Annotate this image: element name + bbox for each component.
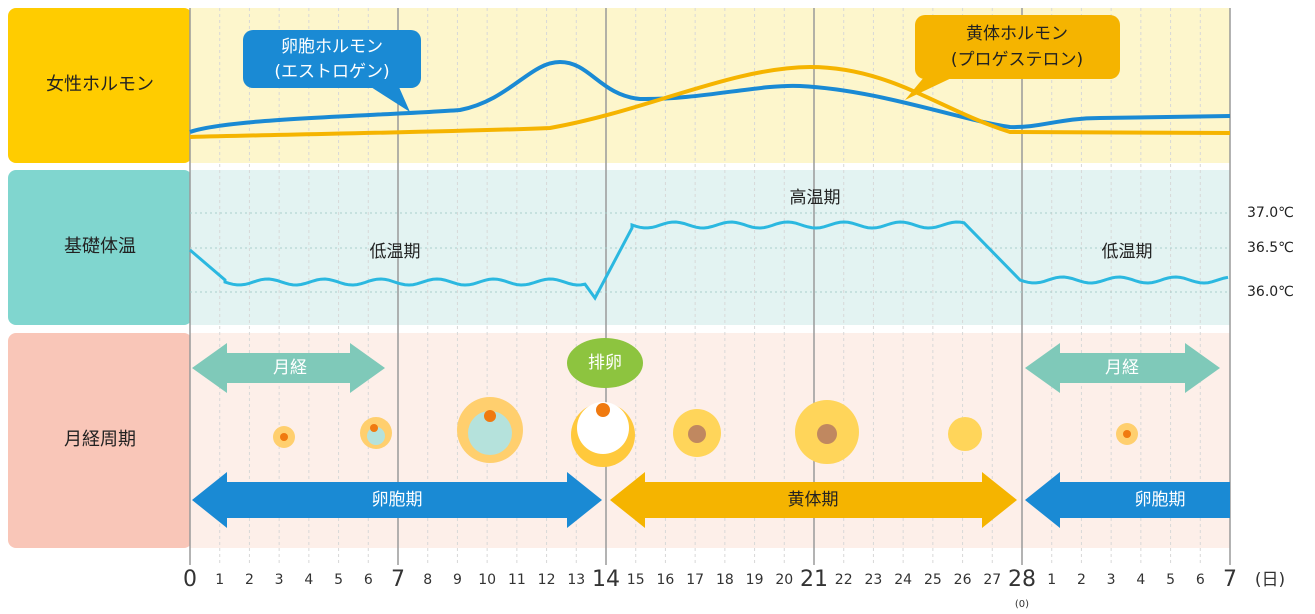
day-label: 6 (364, 572, 373, 588)
phase-label: 低温期 (370, 242, 421, 262)
day-label: 2 (1077, 572, 1086, 588)
ovulation-label: 排卵 (588, 353, 622, 373)
day-label: 7 (1223, 567, 1237, 592)
day-label: 2 (245, 572, 254, 588)
day-label: 15 (627, 572, 645, 588)
phase-label: 高温期 (790, 188, 841, 208)
menstruation-label: 月経 (273, 358, 307, 378)
temperature-tick: 36.0℃ (1247, 284, 1294, 300)
menstruation-label: 月経 (1105, 358, 1139, 378)
day-label: 16 (657, 572, 675, 588)
day-label: 20 (775, 572, 793, 588)
day-label: 26 (954, 572, 972, 588)
day-label: 4 (304, 572, 313, 588)
day-label: 3 (275, 572, 284, 588)
day-label: 1 (215, 572, 224, 588)
day-label: 28 (1008, 567, 1036, 592)
unit-label: (日) (1255, 570, 1285, 590)
row-label: 女性ホルモン (46, 74, 154, 95)
day-label: 24 (894, 572, 912, 588)
day-label: 11 (508, 572, 526, 588)
day-label: 10 (478, 572, 496, 588)
phase-label: 卵胞期 (372, 490, 423, 510)
temperature-tick: 36.5℃ (1247, 240, 1294, 256)
callout-text: (エストロゲン) (274, 62, 389, 82)
day-label: 25 (924, 572, 942, 588)
row-label: 月経周期 (64, 429, 136, 450)
day-label: 4 (1136, 572, 1145, 588)
day-label: 9 (453, 572, 462, 588)
day-label: 18 (716, 572, 734, 588)
day-label: 12 (538, 572, 556, 588)
temperature-tick: 37.0℃ (1247, 205, 1294, 221)
day-label: 0 (183, 567, 197, 592)
day-label: 21 (800, 567, 828, 592)
day-label: 8 (423, 572, 432, 588)
callout-text: 卵胞ホルモン (281, 37, 383, 57)
day-label: 23 (865, 572, 883, 588)
day-label: 13 (567, 572, 585, 588)
day-label: 3 (1107, 572, 1116, 588)
day-label: 5 (334, 572, 343, 588)
zero-note: (0) (1015, 599, 1029, 610)
day-label: 27 (983, 572, 1001, 588)
row-label: 基礎体温 (64, 236, 136, 257)
day-label: 22 (835, 572, 853, 588)
day-label: 19 (746, 572, 764, 588)
day-label: 6 (1196, 572, 1205, 588)
cycle-diagram: 女性ホルモン 基礎体温 月経周期 卵胞ホルモン (エストロゲン) 黄体ホルモン … (0, 0, 1315, 614)
phase-label: 卵胞期 (1135, 490, 1186, 510)
day-label: 5 (1166, 572, 1175, 588)
day-label: 7 (391, 567, 405, 592)
callout-text: (プロゲステロン) (951, 50, 1083, 70)
day-label: 17 (686, 572, 704, 588)
phase-label: 低温期 (1102, 242, 1153, 262)
day-label: 1 (1047, 572, 1056, 588)
day-label: 14 (592, 567, 620, 592)
phase-label: 黄体期 (788, 490, 839, 510)
callout-text: 黄体ホルモン (966, 24, 1068, 44)
